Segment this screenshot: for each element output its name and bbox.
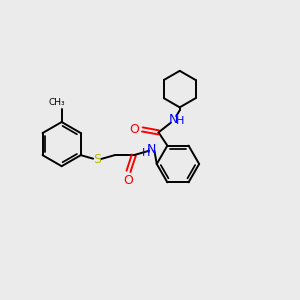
Text: CH₃: CH₃ bbox=[49, 98, 66, 107]
Text: H: H bbox=[141, 148, 150, 158]
Text: N: N bbox=[147, 143, 156, 156]
Text: H: H bbox=[176, 116, 184, 126]
Text: N: N bbox=[169, 112, 178, 126]
Text: O: O bbox=[129, 123, 139, 136]
Text: O: O bbox=[124, 174, 134, 187]
Text: S: S bbox=[93, 153, 101, 166]
